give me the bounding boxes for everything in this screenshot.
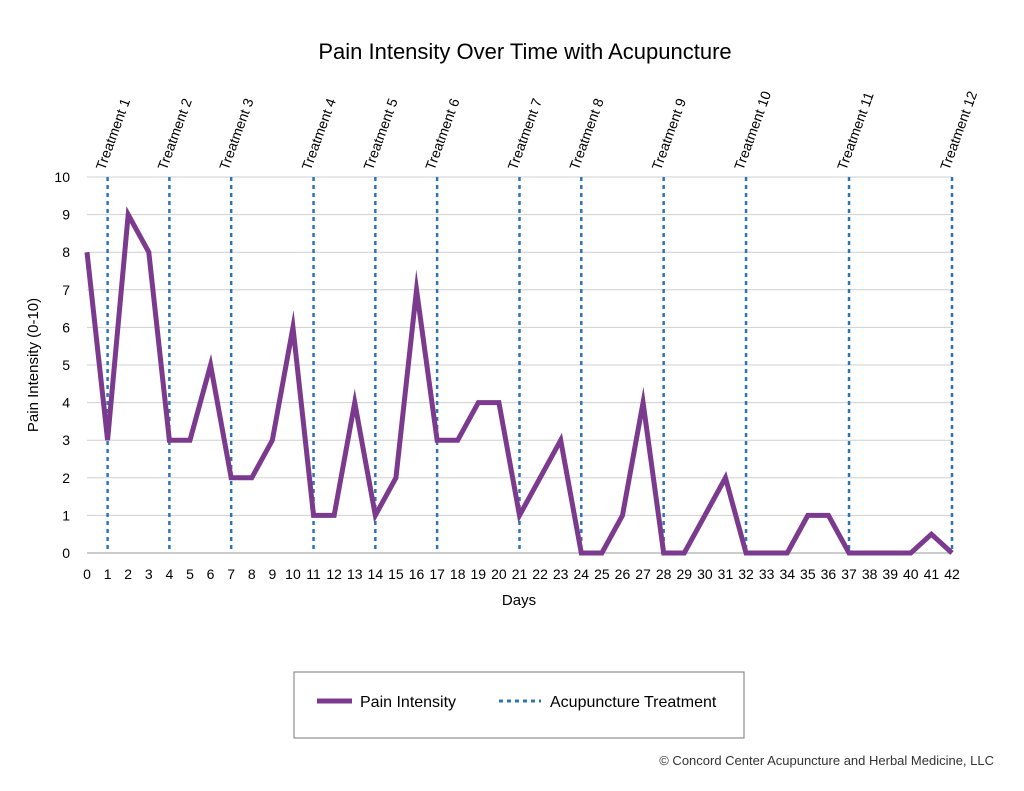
- x-tick-label: 27: [635, 566, 651, 582]
- y-tick-label: 10: [54, 169, 70, 185]
- x-tick-label: 36: [821, 566, 837, 582]
- y-tick-label: 2: [62, 470, 70, 486]
- x-axis-label: Days: [502, 592, 536, 609]
- x-tick-label: 18: [450, 566, 466, 582]
- x-tick-label: 42: [944, 566, 960, 582]
- legend: Pain Intensity Acupuncture Treatment: [293, 671, 745, 739]
- x-tick-label: 19: [471, 566, 487, 582]
- x-tick-label: 2: [124, 566, 132, 582]
- x-tick-label: 29: [676, 566, 692, 582]
- credit-text: © Concord Center Acupuncture and Herbal …: [659, 753, 994, 768]
- y-tick-label: 5: [62, 357, 70, 373]
- x-tick-label: 22: [532, 566, 548, 582]
- x-tick-label: 32: [738, 566, 754, 582]
- treatment-label: Treatment 4: [298, 96, 339, 172]
- x-tick-label: 5: [186, 566, 194, 582]
- y-tick-label: 1: [62, 507, 70, 523]
- x-tick-label: 7: [227, 566, 235, 582]
- x-tick-label: 8: [248, 566, 256, 582]
- x-tick-label: 14: [368, 566, 384, 582]
- x-tick-label: 40: [903, 566, 919, 582]
- treatment-label: Treatment 9: [648, 96, 689, 172]
- treatment-label: Treatment 11: [834, 90, 877, 172]
- x-tick-label: 30: [697, 566, 713, 582]
- legend-pain-label: Pain Intensity: [360, 694, 456, 711]
- x-axis-ticks: 0 1 2 3 4 5 6 7 8 9 10 11 12 13 14 15 16 17 18 19 20 21 22 23 24…: [83, 566, 960, 582]
- x-tick-label: 11: [306, 566, 321, 582]
- x-tick-label: 6: [207, 566, 215, 582]
- treatment-label: Treatment 8: [566, 96, 607, 172]
- x-tick-label: 20: [491, 566, 507, 582]
- x-tick-label: 0: [83, 566, 91, 582]
- series-layer: [84, 206, 954, 556]
- treatment-label: Treatment 7: [504, 96, 545, 172]
- treatment-label: Treatment 5: [360, 96, 401, 172]
- x-tick-label: 41: [924, 566, 940, 582]
- treatment-label: Treatment 2: [154, 96, 195, 172]
- x-tick-label: 12: [326, 566, 342, 582]
- y-tick-label: 0: [62, 545, 70, 561]
- x-tick-label: 26: [615, 566, 631, 582]
- x-tick-label: 38: [862, 566, 878, 582]
- x-tick-label: 31: [718, 566, 734, 582]
- legend-box: [293, 671, 745, 739]
- chart-title: Pain Intensity Over Time with Acupunctur…: [318, 39, 731, 64]
- x-tick-label: 9: [268, 566, 276, 582]
- x-tick-label: 25: [594, 566, 610, 582]
- y-tick-label: 6: [62, 319, 70, 335]
- x-tick-label: 13: [347, 566, 363, 582]
- y-axis-ticks: 0 1 2 3 4 5 6 7 8 9 10: [54, 169, 70, 561]
- x-tick-label: 3: [145, 566, 153, 582]
- y-tick-label: 3: [62, 432, 70, 448]
- y-axis-label: Pain Intensity (0-10): [25, 298, 42, 432]
- x-tick-label: 37: [841, 566, 857, 582]
- x-tick-label: 23: [553, 566, 569, 582]
- x-tick-label: 34: [779, 566, 795, 582]
- x-tick-label: 1: [104, 566, 112, 582]
- treatment-label: Treatment 3: [216, 96, 257, 172]
- treatment-label: Treatment 10: [731, 89, 774, 172]
- x-tick-label: 21: [512, 566, 528, 582]
- x-tick-label: 10: [285, 566, 301, 582]
- pain-intensity-line: [84, 206, 954, 556]
- treatment-label: Treatment 12: [937, 89, 980, 172]
- treatment-label: Treatment 6: [422, 96, 463, 172]
- x-tick-label: 39: [882, 566, 898, 582]
- y-tick-label: 8: [62, 244, 70, 260]
- y-tick-label: 9: [62, 207, 70, 223]
- x-tick-label: 17: [429, 566, 445, 582]
- y-tick-label: 4: [62, 395, 70, 411]
- x-tick-label: 24: [573, 566, 589, 582]
- x-tick-label: 15: [388, 566, 404, 582]
- y-tick-label: 7: [62, 282, 70, 298]
- legend-treatment-label: Acupuncture Treatment: [550, 694, 717, 711]
- x-tick-label: 16: [409, 566, 425, 582]
- x-tick-label: 33: [759, 566, 775, 582]
- treatment-label: Treatment 1: [92, 96, 133, 172]
- x-tick-label: 28: [656, 566, 672, 582]
- x-tick-label: 35: [800, 566, 816, 582]
- x-tick-label: 4: [165, 566, 173, 582]
